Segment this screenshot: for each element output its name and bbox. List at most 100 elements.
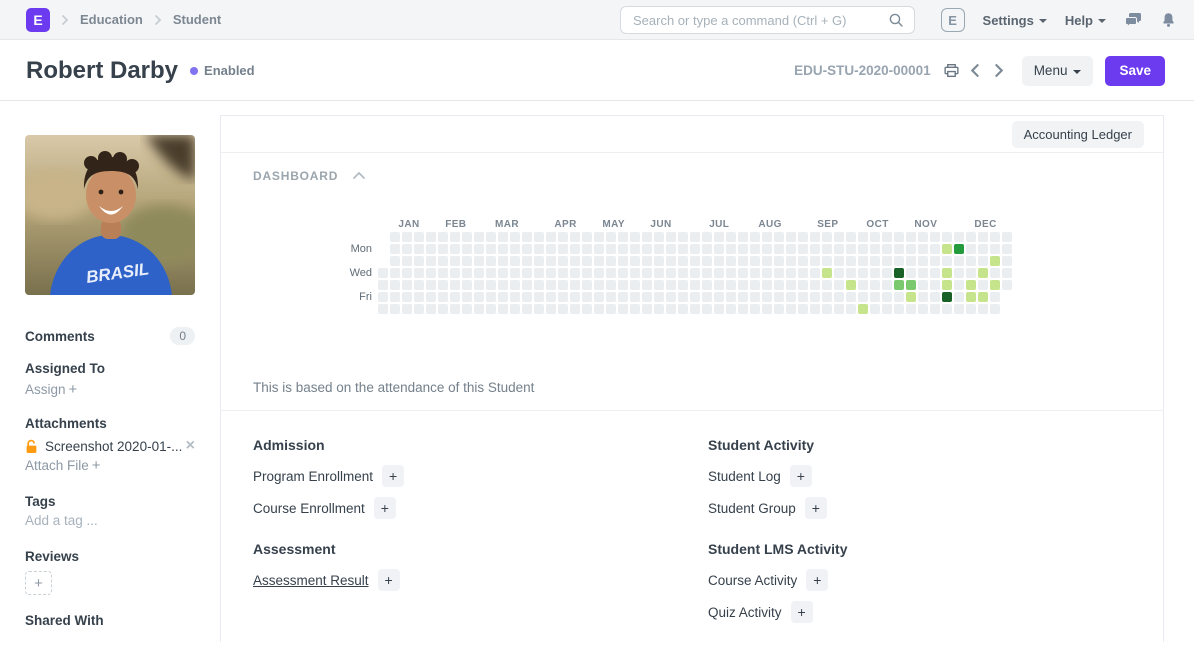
heatmap-month-label: NOV bbox=[914, 219, 938, 230]
heatmap-cell bbox=[738, 256, 748, 266]
heatmap-cell bbox=[966, 280, 976, 290]
heatmap-cell bbox=[810, 292, 820, 302]
print-icon[interactable] bbox=[943, 62, 960, 79]
heatmap-cell bbox=[894, 304, 904, 314]
add-document-button[interactable]: + bbox=[373, 497, 396, 519]
heatmap-cell bbox=[678, 232, 688, 242]
heatmap-cell bbox=[654, 268, 664, 278]
heatmap-cell bbox=[870, 232, 880, 242]
document-link-row: Quiz Activity + bbox=[708, 599, 1163, 625]
heatmap-cell bbox=[762, 280, 772, 290]
attachment-link[interactable]: Screenshot 2020-01-... bbox=[45, 438, 182, 454]
heatmap-cell bbox=[846, 280, 856, 290]
next-document-icon[interactable] bbox=[991, 63, 1006, 78]
add-tag-input[interactable]: Add a tag ... bbox=[25, 513, 98, 528]
heatmap-cell bbox=[882, 280, 892, 290]
heatmap-cell bbox=[426, 256, 436, 266]
menu-button[interactable]: Menu bbox=[1021, 55, 1094, 86]
add-review-button[interactable]: + bbox=[25, 571, 52, 595]
breadcrumb-education[interactable]: Education bbox=[80, 12, 143, 27]
heatmap-cell bbox=[846, 244, 856, 254]
save-button[interactable]: Save bbox=[1105, 55, 1165, 86]
heatmap-day-label: Wed bbox=[349, 267, 372, 279]
heatmap-cell bbox=[870, 244, 880, 254]
heatmap-cell bbox=[666, 304, 676, 314]
heatmap-cell bbox=[498, 292, 508, 302]
chevron-up-icon bbox=[352, 171, 366, 181]
settings-menu[interactable]: Settings bbox=[983, 13, 1047, 28]
document-link[interactable]: Student Log bbox=[708, 468, 781, 484]
document-link[interactable]: Quiz Activity bbox=[708, 604, 782, 620]
heatmap-cell bbox=[666, 292, 676, 302]
add-document-button[interactable]: + bbox=[806, 569, 829, 591]
heatmap-cell bbox=[378, 304, 388, 314]
search-input[interactable] bbox=[633, 12, 888, 28]
heatmap-cell bbox=[918, 304, 928, 314]
heatmap-cell bbox=[522, 232, 532, 242]
unlock-icon[interactable] bbox=[25, 439, 38, 454]
breadcrumb-student[interactable]: Student bbox=[172, 12, 222, 27]
heatmap-month-label: DEC bbox=[974, 219, 997, 230]
heatmap-cell bbox=[858, 268, 868, 278]
plus-icon: + bbox=[68, 381, 78, 398]
heatmap-cell bbox=[906, 304, 916, 314]
sidebar-comments[interactable]: Comments 0 bbox=[25, 327, 195, 345]
heatmap-cell bbox=[450, 244, 460, 254]
heatmap-cell bbox=[750, 256, 760, 266]
heatmap-cell bbox=[762, 268, 772, 278]
heatmap-cell bbox=[798, 232, 808, 242]
add-document-button[interactable]: + bbox=[382, 465, 405, 487]
heatmap-cell bbox=[558, 256, 568, 266]
heatmap-cell bbox=[882, 304, 892, 314]
document-link[interactable]: Program Enrollment bbox=[253, 468, 374, 484]
heatmap-cell bbox=[390, 292, 400, 302]
heatmap-cell bbox=[930, 292, 940, 302]
caret-down-icon bbox=[1073, 69, 1082, 74]
heatmap-cell bbox=[378, 280, 388, 290]
heatmap-cell bbox=[738, 304, 748, 314]
heatmap-cell bbox=[402, 292, 412, 302]
heatmap-cell bbox=[630, 232, 640, 242]
chevron-right-icon bbox=[151, 13, 165, 27]
document-link[interactable]: Course Activity bbox=[708, 572, 798, 588]
heatmap-cell bbox=[894, 244, 904, 254]
student-photo[interactable]: BRASIL bbox=[25, 135, 195, 295]
heatmap-cell bbox=[414, 232, 424, 242]
caret-down-icon bbox=[1038, 19, 1047, 23]
heatmap-cell bbox=[594, 268, 604, 278]
tags-heading: Tags bbox=[25, 494, 56, 509]
user-avatar[interactable]: E bbox=[940, 8, 965, 32]
prev-document-icon[interactable] bbox=[968, 63, 983, 78]
heatmap-cell bbox=[846, 268, 856, 278]
add-document-button[interactable]: + bbox=[377, 569, 400, 591]
heatmap-cell bbox=[678, 280, 688, 290]
help-menu[interactable]: Help bbox=[1065, 13, 1106, 28]
heatmap-month-label: JUL bbox=[709, 219, 730, 230]
heatmap-cell bbox=[606, 256, 616, 266]
heatmap-cell bbox=[402, 232, 412, 242]
add-document-button[interactable]: + bbox=[804, 497, 827, 519]
add-document-button[interactable]: + bbox=[789, 465, 812, 487]
heatmap-cell bbox=[546, 232, 556, 242]
notifications-bell-icon[interactable] bbox=[1161, 12, 1176, 28]
document-link[interactable]: Student Group bbox=[708, 500, 796, 516]
document-link[interactable]: Assessment Result bbox=[253, 572, 369, 588]
heatmap-cell bbox=[762, 304, 772, 314]
heatmap-cell bbox=[822, 244, 832, 254]
document-link[interactable]: Course Enrollment bbox=[253, 500, 365, 516]
chat-icon[interactable] bbox=[1124, 12, 1143, 28]
attach-file-button[interactable]: Attach File + bbox=[25, 457, 101, 474]
heatmap-cell bbox=[786, 232, 796, 242]
app-logo[interactable]: E bbox=[26, 7, 50, 32]
global-search[interactable] bbox=[620, 6, 915, 34]
heatmap-cell bbox=[486, 292, 496, 302]
heatmap-cell bbox=[498, 280, 508, 290]
heatmap-cell bbox=[450, 232, 460, 242]
accounting-ledger-button[interactable]: Accounting Ledger bbox=[1011, 121, 1144, 148]
heatmap-cell bbox=[930, 304, 940, 314]
heatmap-cell bbox=[534, 304, 544, 314]
add-document-button[interactable]: + bbox=[790, 601, 813, 623]
remove-attachment-icon[interactable]: × bbox=[185, 437, 195, 454]
assign-button[interactable]: Assign + bbox=[25, 381, 78, 398]
dashboard-toggle[interactable]: DASHBOARD bbox=[253, 169, 366, 183]
